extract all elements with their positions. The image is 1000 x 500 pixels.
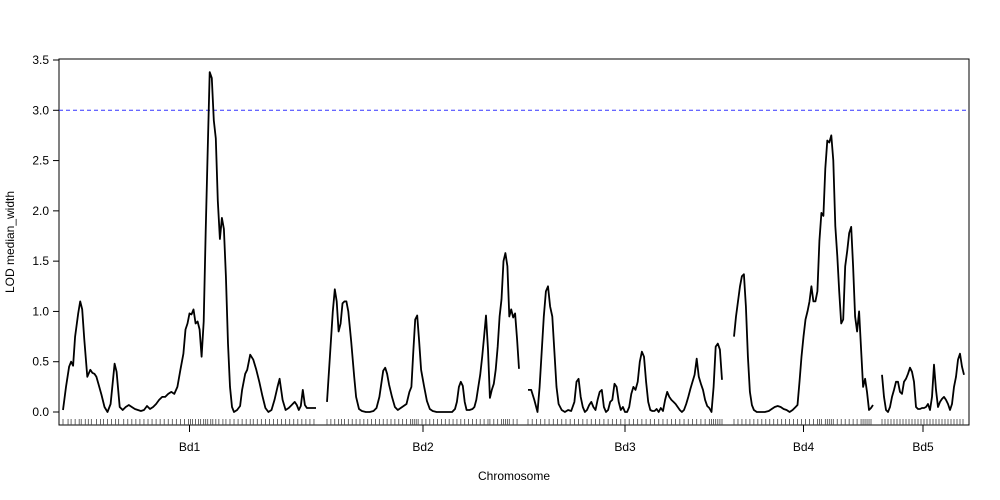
x-axis-label: Chromosome: [478, 469, 550, 483]
y-tick-label: 3.5: [32, 53, 49, 67]
y-axis-label: LOD median_width: [3, 191, 17, 293]
lod-curve-bd1: [62, 71, 316, 413]
chromosome-label: Bd3: [614, 440, 636, 454]
y-tick-label: 1.5: [32, 254, 49, 268]
y-axis: 0.0 0.5 1.0 1.5 2.0 2.5 3.0 3.5: [32, 53, 59, 419]
y-tick-label: 2.0: [32, 204, 49, 218]
plot-frame: [58, 58, 970, 426]
lod-curve-bd4: [733, 134, 874, 413]
chromosome-label: Bd2: [412, 440, 434, 454]
lod-curve-bd5: [881, 352, 965, 413]
y-tick-label: 0.0: [32, 405, 49, 419]
lod-curves: [62, 71, 965, 413]
chromosome-label: Bd5: [912, 440, 934, 454]
y-tick-label: 3.0: [32, 103, 49, 117]
y-tick-label: 0.5: [32, 355, 49, 369]
chromosome-label: Bd4: [793, 440, 815, 454]
lod-curve-bd2: [326, 252, 520, 413]
y-tick-label: 2.5: [32, 154, 49, 168]
lod-curve-bd3: [528, 285, 723, 413]
y-tick-label: 1.0: [32, 304, 49, 318]
chromosome-label: Bd1: [179, 440, 201, 454]
x-axis: Bd1 Bd2 Bd3 Bd4 Bd5: [179, 425, 934, 454]
marker-rug: [62, 419, 964, 425]
